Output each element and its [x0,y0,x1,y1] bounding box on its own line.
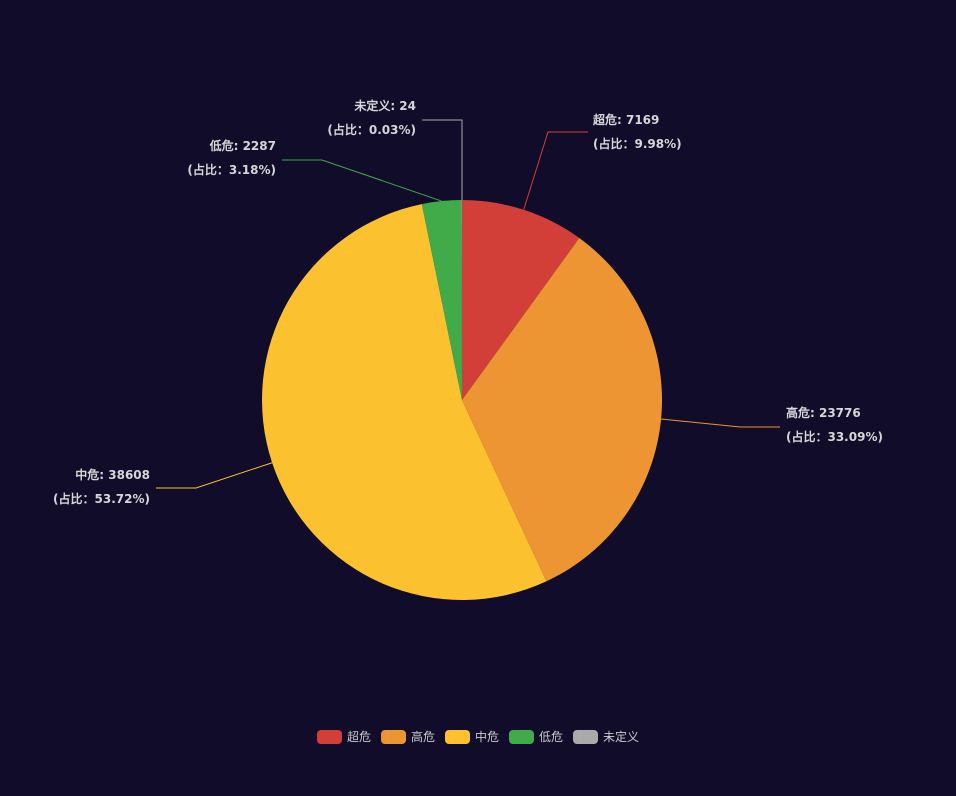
slice-label-percent: (占比：33.09%) [786,430,883,444]
legend-swatch [380,729,406,744]
legend-item[interactable]: 高危 [380,728,435,745]
slice-label-value: 低危: 2287 [209,139,276,153]
legend-label: 超危 [346,730,371,744]
legend-swatch [444,729,470,744]
slice-label: 超危: 7169 (占比：9.98%) [593,108,682,156]
pie-slice[interactable] [462,238,662,582]
slice-label-value: 超危: 7169 [593,113,660,127]
label-leader-line [282,159,442,202]
slice-label-value: 中危: 38608 [75,468,150,482]
slice-label-percent: (占比：3.18%) [187,163,276,177]
legend-label: 高危 [410,730,435,744]
legend-label: 低危 [539,730,564,744]
label-leader-line [422,119,463,200]
legend-swatch [316,729,342,744]
legend-label: 未定义 [603,730,640,744]
slice-label: 低危: 2287 (占比：3.18%) [187,134,276,182]
legend-item[interactable]: 中危 [444,728,499,745]
pie-slice[interactable] [421,200,462,400]
legend-swatch [509,729,534,744]
slice-label-value: 高危: 23776 [786,406,861,420]
label-leader-line [156,462,273,489]
slice-label: 高危: 23776 (占比：33.09%) [786,401,883,449]
slice-label: 未定义: 24 (占比：0.03%) [327,94,416,142]
legend-label: 中危 [474,730,499,744]
pie-slice[interactable] [261,204,547,600]
legend: 超危 高危 中危 低危 未定义 [0,728,956,745]
slice-label: 中危: 38608 (占比：53.72%) [53,463,150,511]
slice-label-percent: (占比：53.72%) [53,492,150,506]
legend-item[interactable]: 超危 [316,728,371,745]
pie-slice[interactable] [462,200,580,400]
legend-item[interactable]: 低危 [509,728,563,745]
slice-label-percent: (占比：9.98%) [593,137,682,151]
slice-label-value: 未定义: 24 [354,99,416,113]
label-leader-line [523,131,588,210]
legend-swatch [573,729,599,744]
legend-item[interactable]: 未定义 [573,728,639,745]
slice-label-percent: (占比：0.03%) [327,123,416,137]
label-leader-line [661,418,780,428]
